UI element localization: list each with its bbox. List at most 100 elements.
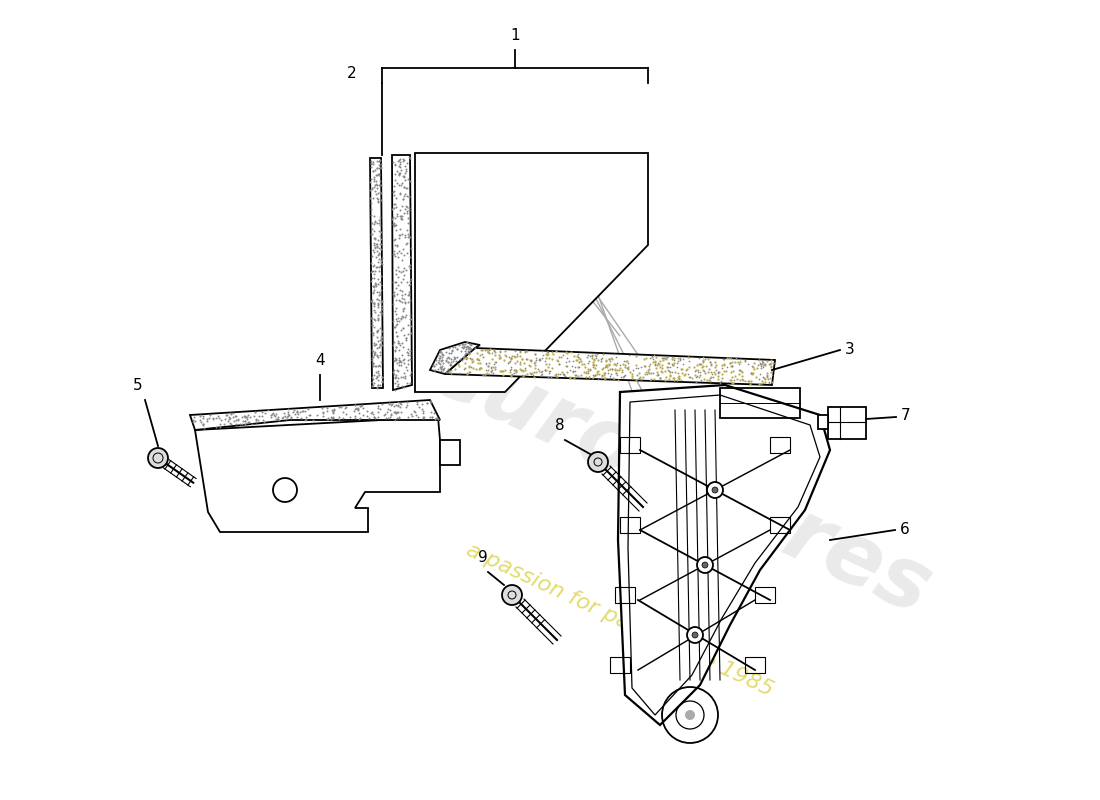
Point [363, 294, 381, 307]
Point [367, 155, 385, 168]
Point [387, 302, 405, 314]
Point [762, 366, 780, 378]
Point [463, 356, 481, 369]
Point [594, 362, 612, 374]
Point [364, 156, 382, 169]
Point [657, 371, 674, 384]
Point [415, 407, 432, 420]
Point [474, 369, 492, 382]
Point [365, 377, 383, 390]
Point [368, 298, 386, 310]
Point [750, 378, 768, 390]
Point [558, 359, 575, 372]
Point [318, 413, 336, 426]
Point [240, 415, 257, 428]
Point [512, 358, 529, 370]
Point [706, 361, 724, 374]
Point [209, 410, 227, 422]
Point [482, 360, 499, 373]
Point [365, 337, 383, 350]
Point [649, 357, 667, 370]
Point [367, 279, 385, 292]
Point [397, 166, 415, 179]
Point [605, 358, 623, 370]
Point [558, 346, 575, 359]
Text: 4: 4 [316, 353, 324, 368]
Point [398, 206, 416, 219]
Text: 2: 2 [348, 66, 358, 81]
Point [463, 353, 481, 366]
Point [314, 410, 331, 422]
Point [345, 398, 363, 411]
Point [372, 162, 389, 175]
Point [397, 229, 415, 242]
Point [370, 323, 387, 336]
Point [455, 347, 473, 360]
Point [526, 361, 543, 374]
Polygon shape [190, 400, 440, 430]
Point [496, 345, 514, 358]
Point [522, 368, 540, 381]
Point [472, 344, 490, 357]
Point [442, 363, 460, 376]
Point [664, 354, 682, 366]
Point [396, 154, 414, 166]
Point [362, 161, 380, 174]
Point [366, 250, 384, 263]
Point [387, 326, 405, 338]
Point [480, 363, 497, 376]
Point [641, 358, 659, 370]
Point [368, 370, 386, 383]
Point [402, 274, 419, 287]
Point [543, 362, 561, 374]
Point [641, 351, 659, 364]
Point [580, 370, 597, 383]
Point [395, 366, 412, 379]
Point [681, 370, 698, 383]
Point [431, 345, 449, 358]
Point [718, 352, 736, 365]
Point [639, 364, 657, 377]
Point [470, 354, 487, 366]
Point [431, 358, 449, 370]
Point [384, 298, 402, 310]
Point [452, 345, 470, 358]
Point [395, 381, 412, 394]
Point [670, 372, 688, 385]
Point [330, 410, 348, 423]
Point [395, 310, 412, 323]
Point [543, 353, 561, 366]
Point [458, 366, 475, 379]
Point [494, 365, 512, 378]
Point [540, 358, 558, 370]
Point [389, 179, 407, 192]
Point [368, 261, 386, 274]
Point [660, 361, 678, 374]
Point [645, 356, 662, 369]
Point [647, 355, 664, 368]
Point [673, 366, 691, 379]
Point [390, 203, 408, 216]
Point [574, 366, 592, 378]
Point [471, 349, 488, 362]
Point [336, 402, 353, 415]
Point [398, 236, 416, 249]
Point [268, 411, 286, 424]
Point [385, 218, 403, 231]
Point [387, 354, 405, 366]
Point [737, 354, 755, 366]
Point [392, 166, 409, 179]
Point [472, 362, 490, 374]
Point [723, 374, 740, 386]
Point [432, 363, 450, 376]
Point [564, 365, 582, 378]
Point [389, 380, 407, 393]
Point [722, 352, 739, 365]
Point [371, 214, 388, 226]
Point [387, 341, 405, 354]
Point [270, 413, 287, 426]
Bar [770, 517, 790, 533]
Point [584, 372, 602, 385]
Point [288, 406, 306, 418]
Point [660, 357, 678, 370]
